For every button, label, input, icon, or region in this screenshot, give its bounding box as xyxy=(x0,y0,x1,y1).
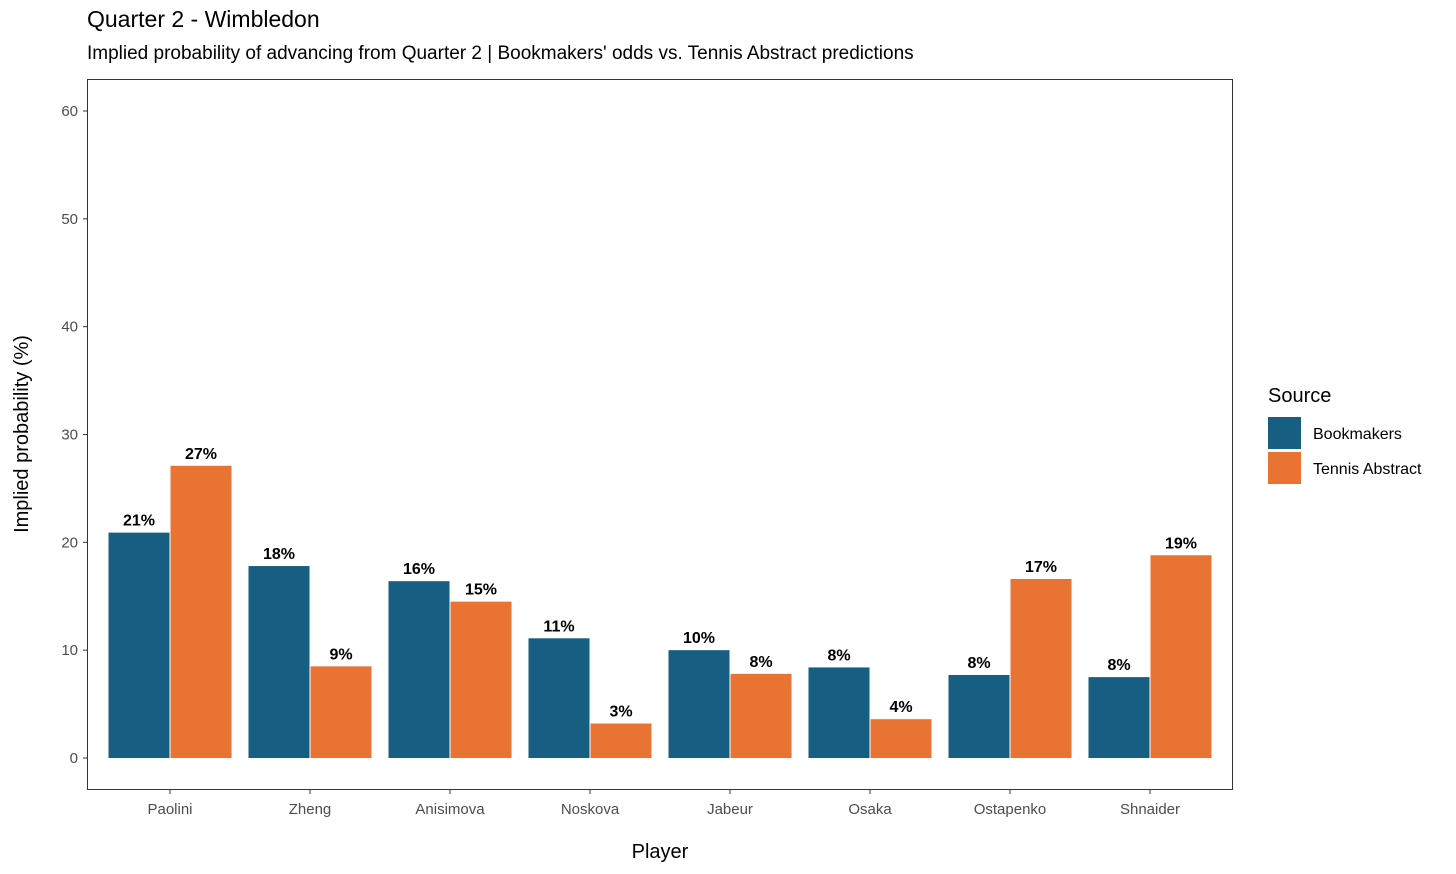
bar-bookmakers-zheng xyxy=(248,566,310,758)
chart-subtitle: Implied probability of advancing from Qu… xyxy=(87,43,914,64)
y-axis-title: Implied probability (%) xyxy=(11,335,33,533)
data-label: 19% xyxy=(1165,535,1197,552)
bar-bookmakers-osaka xyxy=(808,667,870,758)
bar-tennis-abstract-noskova xyxy=(590,723,652,758)
bar-tennis-abstract-zheng xyxy=(310,666,372,758)
legend-label-tennis-abstract: Tennis Abstract xyxy=(1313,461,1422,478)
x-tick-label: Zheng xyxy=(289,801,332,818)
bar-bookmakers-anisimova xyxy=(388,581,450,758)
y-tick-label: 50 xyxy=(61,211,78,228)
legend-title: Source xyxy=(1268,385,1331,407)
data-label: 9% xyxy=(329,646,352,663)
data-label: 11% xyxy=(543,618,574,635)
bar-bookmakers-noskova xyxy=(528,638,590,758)
data-label: 16% xyxy=(403,561,435,578)
data-label: 27% xyxy=(185,446,217,463)
data-label: 4% xyxy=(889,699,912,716)
data-label: 3% xyxy=(609,703,632,720)
y-tick-label: 20 xyxy=(61,534,78,551)
y-tick-label: 10 xyxy=(61,642,78,659)
x-tick-label: Noskova xyxy=(561,801,620,818)
legend-label-bookmakers: Bookmakers xyxy=(1313,426,1402,443)
x-tick-label: Osaka xyxy=(848,801,892,818)
data-label: 10% xyxy=(683,630,715,647)
chart-title: Quarter 2 - Wimbledon xyxy=(87,6,320,32)
legend: Source Bookmakers Tennis Abstract xyxy=(1268,385,1422,484)
x-tick-label: Anisimova xyxy=(415,801,485,818)
y-tick-label: 30 xyxy=(61,427,78,444)
data-labels-group: 21% 27% 18% 9% 16% 15% 11% 3% 10% 8% 8% 4% 8% 17% 8% 19… xyxy=(123,446,1197,721)
data-label: 21% xyxy=(123,513,155,530)
bar-bookmakers-jabeur xyxy=(668,650,730,758)
data-label: 8% xyxy=(749,654,772,671)
data-label: 15% xyxy=(465,582,497,599)
data-label: 17% xyxy=(1025,559,1057,576)
y-tick-label: 60 xyxy=(61,103,78,120)
x-axis-title: Player xyxy=(632,841,689,863)
bar-bookmakers-paolini xyxy=(108,532,170,758)
y-axis: 0 10 20 30 40 50 60 xyxy=(61,103,88,767)
bar-tennis-abstract-ostapenko xyxy=(1010,578,1072,758)
data-label: 8% xyxy=(1107,657,1130,674)
legend-swatch-tennis-abstract xyxy=(1268,452,1301,484)
bar-tennis-abstract-osaka xyxy=(870,719,932,758)
data-label: 18% xyxy=(263,546,295,563)
bar-bookmakers-shnaider xyxy=(1088,677,1150,758)
y-tick-label: 40 xyxy=(61,319,78,336)
legend-swatch-bookmakers xyxy=(1268,417,1301,449)
bar-tennis-abstract-jabeur xyxy=(730,673,792,758)
x-tick-label: Shnaider xyxy=(1120,801,1180,818)
bar-tennis-abstract-shnaider xyxy=(1150,555,1212,758)
bar-tennis-abstract-paolini xyxy=(170,465,232,758)
plot-panel-border xyxy=(87,79,1233,790)
data-label: 8% xyxy=(967,655,990,672)
x-tick-label: Jabeur xyxy=(707,801,753,818)
bars-group xyxy=(108,465,1212,758)
x-axis: Paolini Zheng Anisimova Noskova Jabeur Osaka O… xyxy=(147,789,1180,818)
data-label: 8% xyxy=(827,647,850,664)
y-tick-label: 0 xyxy=(70,750,78,767)
bar-bookmakers-ostapenko xyxy=(948,674,1010,758)
bar-tennis-abstract-anisimova xyxy=(450,601,512,758)
x-tick-label: Ostapenko xyxy=(974,801,1047,818)
x-tick-label: Paolini xyxy=(147,801,192,818)
